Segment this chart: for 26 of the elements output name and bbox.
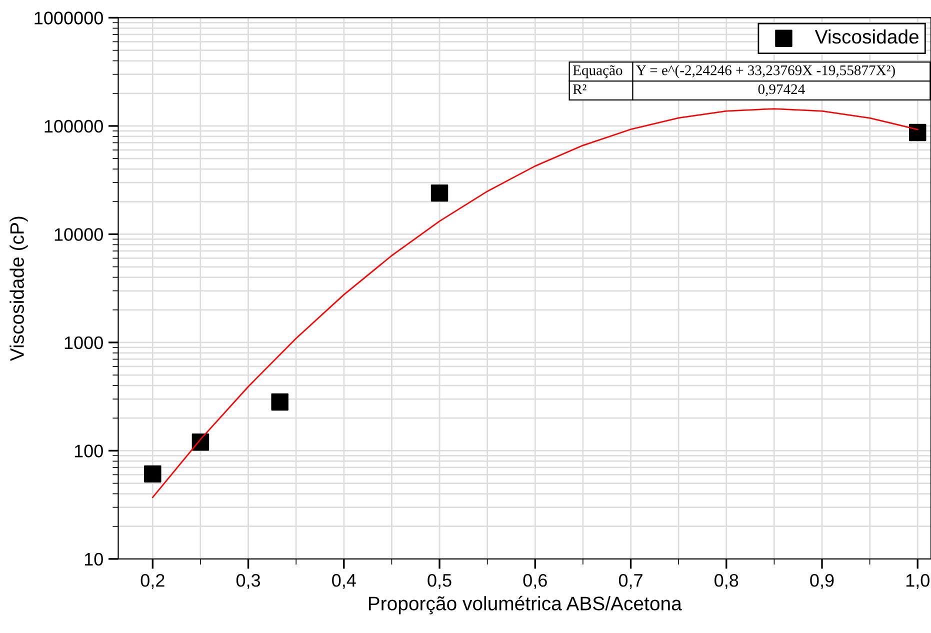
- x-tick-label: 0,2: [140, 574, 164, 589]
- point: [271, 393, 288, 411]
- annotation: Y = e^(-2,24246 + 33,23769X -19,55877X²): [636, 64, 895, 78]
- y-tick-label: 10000: [54, 228, 103, 241]
- y-tick-label: 10: [84, 552, 103, 566]
- x-tick-label: 0,7: [618, 574, 642, 589]
- annotation: 0,97424: [758, 84, 805, 96]
- point: [909, 124, 926, 142]
- y-tick-label: 1000: [64, 336, 103, 350]
- y-axis-title: Viscosidade (cP): [10, 216, 28, 362]
- x-tick-label: 0,5: [428, 574, 452, 589]
- point: [430, 184, 448, 202]
- y-tick-label: 1000000: [34, 12, 103, 24]
- point: [144, 465, 162, 483]
- legend-label: Viscosidade: [814, 29, 918, 44]
- annotation: Equação: [572, 65, 622, 78]
- x-tick-label: 0,9: [810, 574, 834, 589]
- x-tick-label: 0,6: [523, 574, 547, 589]
- x-axis-title: Proporção volumétrica ABS/Acetona: [368, 596, 682, 614]
- annotation: R²: [572, 84, 586, 94]
- x-tick-label: 0,8: [714, 574, 738, 589]
- y-tick-label: 100: [74, 444, 103, 458]
- x-tick-label: 0,4: [332, 574, 356, 589]
- x-tick-label: 0,3: [236, 574, 260, 589]
- x-tick-label: 1,0: [906, 574, 930, 589]
- y-tick-label: 100000: [44, 120, 103, 133]
